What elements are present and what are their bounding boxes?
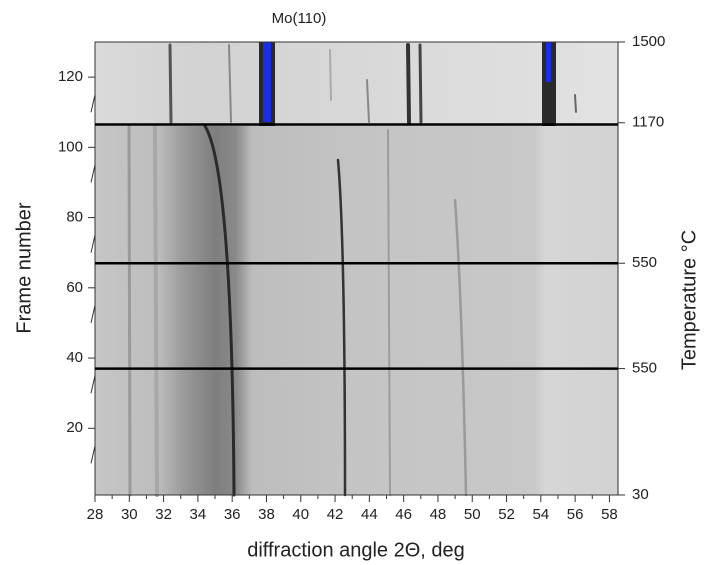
x-tick-label: 50 xyxy=(464,506,481,523)
plot-frame xyxy=(94,41,619,496)
x-tick-label: 28 xyxy=(87,506,104,523)
y-minor-tick xyxy=(90,375,96,394)
y-minor-tick xyxy=(90,305,96,324)
x-tick-label: 42 xyxy=(327,506,344,523)
y-minor-tick xyxy=(90,235,96,253)
y-tick-label: 40 xyxy=(66,349,83,366)
peak-line xyxy=(127,124,132,497)
peak-line xyxy=(228,44,232,123)
x-axis-title: diffraction angle 2Θ, deg xyxy=(247,539,465,561)
peak-line xyxy=(329,49,332,101)
y-minor-tick xyxy=(90,445,96,464)
peak-line xyxy=(366,79,370,123)
peak-line xyxy=(406,43,411,124)
peak-line xyxy=(203,124,236,497)
x-tick-label: 34 xyxy=(190,506,207,523)
y-minor-tick xyxy=(90,164,96,183)
x-tick-label: 38 xyxy=(258,506,275,523)
x-tick-label: 46 xyxy=(395,506,412,523)
y2-tick-label: 1170 xyxy=(632,114,664,131)
y-tick-label: 20 xyxy=(66,419,83,436)
peak-band xyxy=(263,42,271,122)
diffraction-lines xyxy=(127,42,577,497)
y-axis-title: Frame number xyxy=(13,202,35,333)
x-tick-label: 56 xyxy=(567,506,584,523)
x-tick-label: 36 xyxy=(224,506,241,523)
heatmap-image xyxy=(95,42,618,497)
heatmap-region xyxy=(95,126,618,495)
x-tick-label: 40 xyxy=(292,506,309,523)
y2-tick-label: 550 xyxy=(632,254,657,271)
peak-band xyxy=(546,42,551,82)
annotation: Mo(110) xyxy=(272,10,327,27)
heatmap-region xyxy=(95,42,618,126)
peak-line xyxy=(168,43,173,124)
x-tick-label: 44 xyxy=(361,506,378,523)
peak-line xyxy=(336,158,347,497)
y-minor-tick xyxy=(90,94,96,113)
x-tick-label: 30 xyxy=(121,506,138,523)
y-tick-label: 120 xyxy=(58,68,83,85)
x-tick-label: 32 xyxy=(155,506,172,523)
peak-line xyxy=(153,124,159,497)
peak-band xyxy=(542,42,556,126)
y-tick-label: 80 xyxy=(66,209,83,226)
peak-line xyxy=(574,94,577,113)
y-tick-label: 100 xyxy=(58,138,83,155)
x-tick-label: 52 xyxy=(498,506,515,523)
y2-tick-label: 30 xyxy=(632,486,649,503)
x-tick-label: 48 xyxy=(430,506,447,523)
peak-line xyxy=(387,129,391,496)
y2-tick-label: 1500 xyxy=(632,33,665,50)
y-tick-label: 60 xyxy=(66,279,83,296)
x-tick-label: 54 xyxy=(532,506,549,523)
peak-line xyxy=(418,43,423,124)
y2-axis-title: Temperature °C xyxy=(678,230,700,370)
x-tick-label: 58 xyxy=(601,506,618,523)
y2-tick-label: 550 xyxy=(632,360,657,377)
peak-line xyxy=(453,198,468,497)
